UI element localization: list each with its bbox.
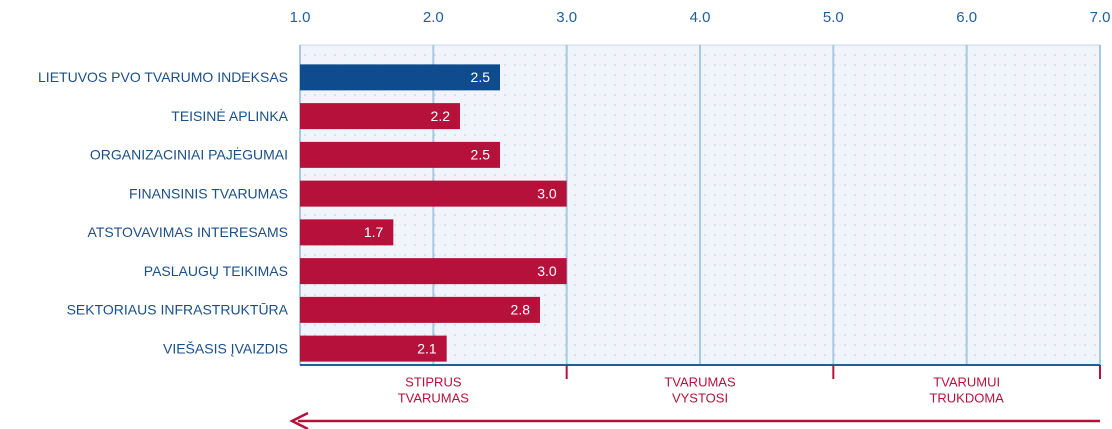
category-label: VIEŠASIS ĮVAIZDIS [163,340,288,356]
x-tick-label: 5.0 [823,9,844,26]
value-label: 2.5 [471,69,491,85]
category-label: TEISINĖ APLINKA [171,107,288,124]
bar [300,103,460,130]
bar [300,64,500,91]
x-tick-label: 1.0 [290,9,311,26]
category-label: ORGANIZACINIAI PAJĖGUMAI [90,146,288,163]
value-label: 2.5 [471,147,491,163]
x-tick-label: 2.0 [423,9,444,26]
x-tick-label: 6.0 [956,9,977,26]
zone-label: STIPRUS [405,374,462,389]
value-label: 3.0 [537,263,557,279]
x-tick-label: 3.0 [556,9,577,26]
x-tick-label: 7.0 [1090,9,1111,26]
zone-label: VYSTOSI [672,390,728,405]
value-label: 2.1 [417,340,437,356]
bar [300,180,567,207]
zone-label: TVARUMUI [933,374,1000,389]
zone-label: TVARUMAS [398,390,470,405]
category-label: PASLAUGŲ TEIKIMAS [144,263,288,279]
category-label: SEKTORIAUS INFRASTRUKTŪRA [67,302,289,318]
bar [300,296,540,323]
value-label: 2.8 [511,302,531,318]
x-tick-label: 4.0 [690,9,711,26]
bar [300,141,500,168]
zone-label: TRUKDOMA [929,390,1004,405]
value-label: 3.0 [537,185,557,201]
arrow-head [289,411,309,429]
category-label: LIETUVOS PVO TVARUMO INDEKSAS [38,69,288,85]
category-label: FINANSINIS TVARUMAS [129,185,288,201]
category-label: ATSTOVAVIMAS INTERESAMS [88,224,288,240]
zone-label: TVARUMAS [664,374,736,389]
value-label: 2.2 [431,108,451,124]
bar [300,219,394,246]
value-label: 1.7 [364,224,384,240]
bar [300,335,447,362]
bar [300,258,567,285]
